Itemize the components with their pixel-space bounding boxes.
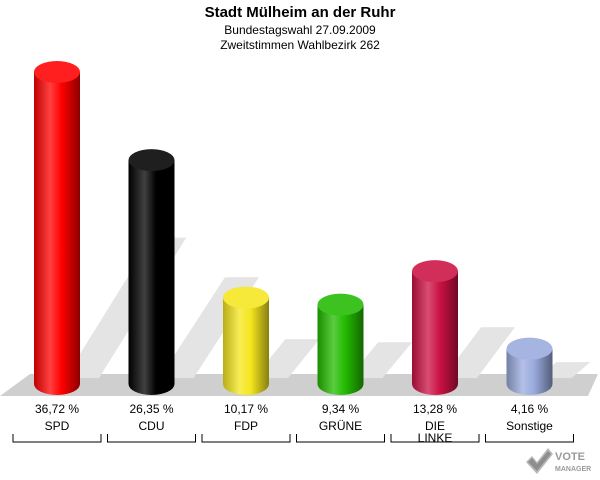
- bars: [34, 61, 553, 395]
- logo-text-manager: MANAGER: [555, 466, 591, 473]
- votemanager-logo: VOTE MANAGER: [526, 448, 591, 474]
- category-label-0-0: SPD: [45, 419, 70, 433]
- value-label-3: 9,34 %: [322, 402, 360, 416]
- value-label-0: 36,72 %: [35, 402, 79, 416]
- bar-body-5: [506, 348, 553, 395]
- chart-subtitle-district: Zweitstimmen Wahlbezirk 262: [220, 38, 380, 52]
- bar-body-1: [128, 160, 175, 395]
- category-label-1-0: CDU: [139, 419, 165, 433]
- category-label-4-0: DIE: [425, 419, 445, 433]
- category-label-3-0: GRÜNE: [319, 419, 362, 433]
- bar-shadow-3: [348, 342, 413, 378]
- value-label-2: 10,17 %: [224, 402, 268, 416]
- bar-shadow-2: [254, 339, 320, 378]
- bar-body-4: [412, 271, 458, 395]
- bar-cap-0: [34, 61, 80, 83]
- bar-cap-2: [223, 286, 269, 309]
- bar-body-2: [223, 297, 269, 395]
- value-label-4: 13,28 %: [413, 402, 457, 416]
- bar-sonstige: [506, 337, 553, 395]
- category-bracket-2: [201, 434, 291, 443]
- bar-spd: [34, 61, 80, 395]
- bar-body-0: [34, 72, 80, 395]
- chart-title: Stadt Mülheim an der Ruhr: [204, 4, 396, 21]
- bar-cap-4: [412, 260, 458, 283]
- category-bracket-0: [12, 434, 102, 443]
- category-bracket-5: [485, 434, 574, 443]
- bar-body-3: [317, 304, 364, 395]
- category-label-4-1: LINKE: [418, 431, 453, 445]
- category-label-5-0: Sonstige: [506, 419, 553, 433]
- bar-grüne: [317, 293, 364, 395]
- category-bracket-3: [296, 434, 385, 443]
- category-label-2-0: FDP: [234, 419, 258, 433]
- bar-cap-5: [506, 337, 553, 360]
- bar-labels: 36,72 % SPD 26,35 % CDU 10,17 % FDP 9,34 % GRÜN…: [12, 402, 574, 445]
- category-bracket-4: [390, 434, 480, 443]
- chart-subtitle-election: Bundestagswahl 27.09.2009: [224, 23, 376, 37]
- bar-cap-1: [128, 149, 175, 172]
- bar-die-linke: [412, 260, 458, 395]
- bar-fdp: [223, 286, 269, 395]
- bar-cap-3: [317, 293, 364, 316]
- value-label-5: 4,16 %: [511, 402, 549, 416]
- check-icon: [526, 448, 553, 474]
- category-bracket-1: [107, 434, 196, 443]
- bar-cdu: [128, 149, 175, 395]
- logo-text-vote: VOTE: [555, 451, 585, 463]
- bar-shadow-4: [443, 327, 515, 378]
- value-label-1: 26,35 %: [129, 402, 173, 416]
